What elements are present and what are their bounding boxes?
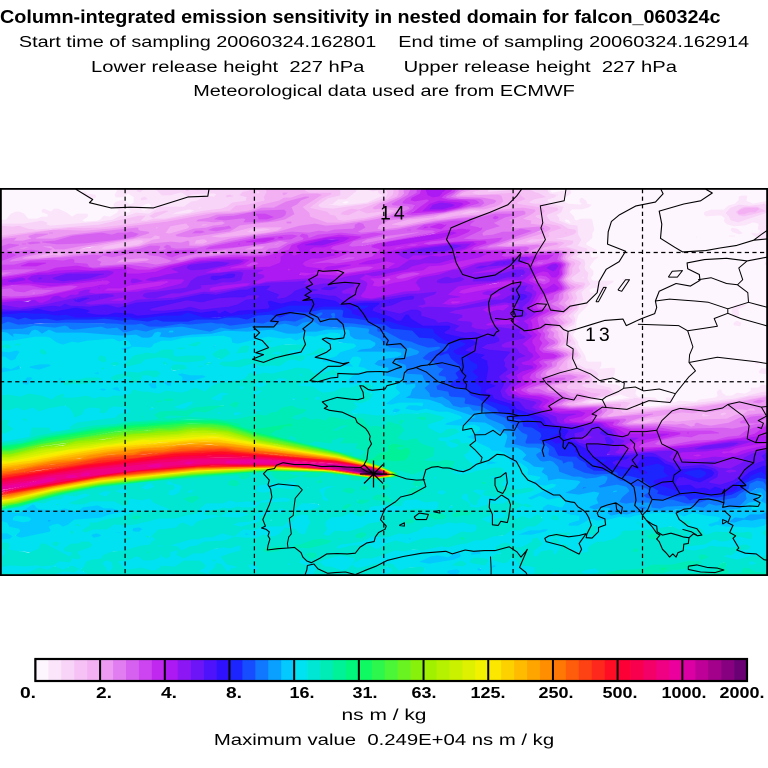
- svg-text:0.: 0.: [20, 685, 36, 702]
- svg-text:63.: 63.: [412, 685, 437, 702]
- svg-text:4.: 4.: [161, 685, 177, 702]
- svg-text:500.: 500.: [603, 685, 638, 702]
- svg-text:31.: 31.: [353, 685, 378, 702]
- svg-text:2000.: 2000.: [720, 685, 765, 702]
- svg-text:250.: 250.: [539, 685, 574, 702]
- svg-text:2.: 2.: [96, 685, 112, 702]
- svg-text:125.: 125.: [471, 685, 506, 702]
- svg-text:13: 13: [585, 324, 613, 346]
- svg-text:16.: 16.: [290, 685, 315, 702]
- svg-text:1000.: 1000.: [662, 685, 707, 702]
- svg-text:8.: 8.: [226, 685, 242, 702]
- svg-text:14: 14: [380, 203, 408, 225]
